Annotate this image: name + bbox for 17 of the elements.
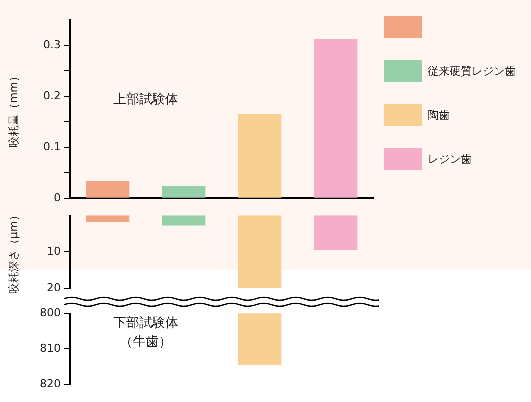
y-tick-label: 820 <box>40 377 61 390</box>
y-tick-label: 0.1 <box>44 140 61 154</box>
legend-label: 従来硬質レジン歯 <box>428 64 516 78</box>
y-tick-label: 0.2 <box>44 89 61 102</box>
y-tick-label: 0.3 <box>44 38 61 52</box>
annotation: 上部試験体 <box>114 92 178 108</box>
y-axis-title: 咬耗量（mm） <box>7 70 20 148</box>
annotation: （牛歯） <box>120 334 172 350</box>
y-tick-label: 20 <box>47 281 61 294</box>
y-tick-label: 0 <box>54 191 61 204</box>
legend-label: 陶歯 <box>428 108 450 122</box>
annotation: 下部試験体 <box>114 316 178 331</box>
legend-label: レジン歯 <box>428 152 472 166</box>
y-tick-label: 10 <box>47 244 61 258</box>
y-tick-label: 800 <box>40 306 61 320</box>
y-axis-title: 咬耗深さ（μm） <box>7 210 20 294</box>
y-tick-label: 810 <box>40 342 61 355</box>
